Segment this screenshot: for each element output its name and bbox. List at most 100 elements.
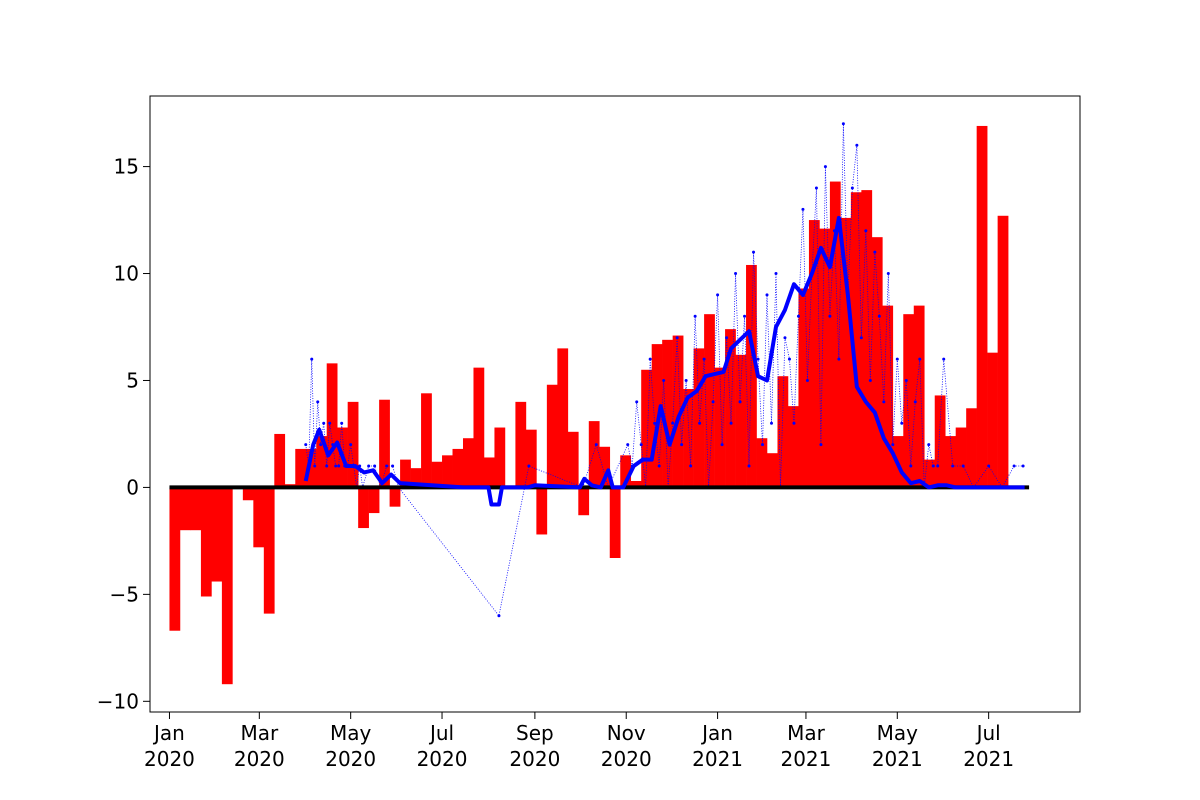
x-tick-label-year: 2021 <box>780 747 831 771</box>
bar <box>714 367 726 488</box>
daily-point <box>823 165 827 169</box>
daily-point <box>873 250 877 254</box>
bar <box>840 217 852 488</box>
daily-point <box>337 464 341 468</box>
bar <box>997 215 1009 488</box>
bar <box>808 220 820 488</box>
bar <box>494 427 506 488</box>
daily-point <box>322 421 326 425</box>
x-axis: Jan2020Mar2020May2020Jul2020Sep2020Nov20… <box>144 712 1014 771</box>
bar <box>483 457 495 488</box>
bar <box>326 363 338 488</box>
daily-point <box>743 314 747 318</box>
bar <box>913 305 925 488</box>
daily-point <box>734 272 738 276</box>
daily-point <box>349 443 353 447</box>
x-tick-label-year: 2020 <box>417 747 468 771</box>
daily-point <box>783 336 787 340</box>
daily-point <box>720 443 724 447</box>
bar <box>704 314 715 488</box>
daily-point <box>325 464 329 468</box>
bar <box>567 431 579 488</box>
x-tick-label-month: Nov <box>607 721 646 745</box>
daily-point <box>698 421 702 425</box>
daily-point <box>951 464 955 468</box>
bar <box>924 459 936 488</box>
x-tick-label-year: 2021 <box>692 747 743 771</box>
bar <box>798 288 810 488</box>
bar <box>462 438 474 488</box>
daily-point <box>497 614 501 618</box>
daily-point <box>304 443 308 447</box>
daily-point <box>725 336 729 340</box>
daily-point <box>774 272 778 276</box>
daily-point <box>1021 464 1025 468</box>
x-tick-label-year: 2020 <box>144 747 195 771</box>
bar <box>777 376 789 488</box>
daily-point <box>769 421 773 425</box>
daily-point <box>877 314 881 318</box>
daily-point <box>801 207 805 211</box>
daily-point <box>373 464 377 468</box>
bar <box>263 487 275 614</box>
x-tick-label-year: 2020 <box>601 747 652 771</box>
daily-point <box>594 443 598 447</box>
daily-point <box>837 357 841 361</box>
daily-point <box>942 357 946 361</box>
daily-point <box>886 272 890 276</box>
bar <box>400 459 411 488</box>
daily-point <box>909 464 913 468</box>
daily-point <box>680 443 684 447</box>
bar <box>746 264 757 488</box>
bar <box>725 329 736 488</box>
daily-point <box>711 400 715 404</box>
bar <box>787 406 799 488</box>
x-tick-label-year: 2021 <box>963 747 1014 771</box>
bar <box>588 421 600 488</box>
x-tick-label-month: May <box>330 721 372 745</box>
daily-point <box>918 357 922 361</box>
bar <box>578 487 590 516</box>
bar <box>200 487 212 597</box>
daily-point <box>859 336 863 340</box>
bar <box>976 125 988 488</box>
x-tick-label-month: Jul <box>975 721 1001 745</box>
bar <box>515 401 527 488</box>
daily-point <box>882 400 886 404</box>
daily-point <box>828 314 832 318</box>
daily-point <box>671 421 675 425</box>
bar <box>316 436 328 488</box>
bar <box>358 487 369 529</box>
daily-point <box>895 357 899 361</box>
x-tick-label-month: Mar <box>240 721 279 745</box>
bar <box>861 190 873 488</box>
y-tick-label: 5 <box>126 368 139 392</box>
daily-point <box>657 464 661 468</box>
bar <box>410 468 422 488</box>
x-tick-label-year: 2020 <box>325 747 376 771</box>
daily-point <box>310 357 314 361</box>
x-tick-label-month: Jul <box>428 721 454 745</box>
bar <box>966 408 977 488</box>
daily-point <box>738 400 742 404</box>
daily-point <box>340 421 344 425</box>
x-tick-label-month: Mar <box>787 721 826 745</box>
daily-point <box>891 443 895 447</box>
bar <box>389 487 401 507</box>
rolling-average-line <box>303 215 1025 507</box>
bar <box>379 399 390 488</box>
y-tick-label: 10 <box>114 262 139 286</box>
y-tick-label: 0 <box>126 475 139 499</box>
bar <box>599 446 611 488</box>
daily-point <box>334 464 338 468</box>
bar <box>945 436 957 488</box>
daily-point <box>319 443 323 447</box>
daily-point <box>328 421 332 425</box>
bar <box>955 427 967 488</box>
daily-point <box>787 357 791 361</box>
daily-point <box>805 378 809 382</box>
bar <box>295 448 307 488</box>
bar <box>630 481 642 488</box>
daily-point <box>1012 464 1016 468</box>
